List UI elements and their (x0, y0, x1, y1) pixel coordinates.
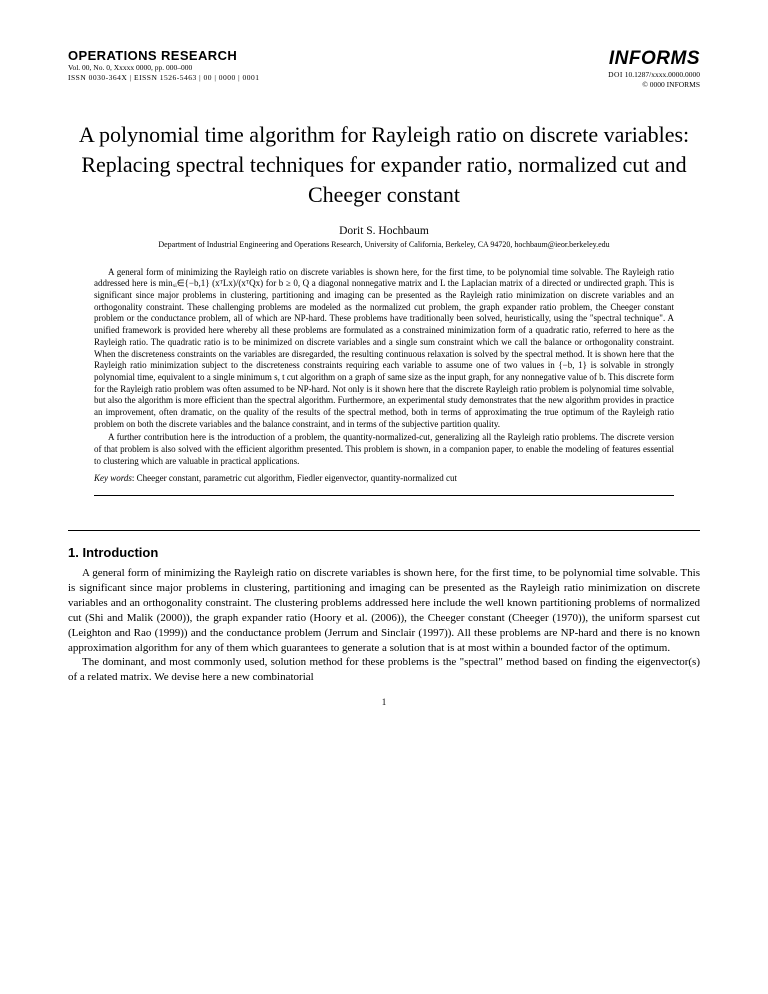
journal-name: OPERATIONS RESEARCH (68, 48, 260, 63)
intro-paragraph-2: The dominant, and most commonly used, so… (68, 655, 700, 685)
abstract-paragraph-2: A further contribution here is the intro… (94, 432, 674, 467)
keywords-line: Key words: Cheeger constant, parametric … (94, 473, 674, 483)
section-1-heading: 1. Introduction (68, 545, 700, 560)
doi-value: 10.1287/xxxx.0000.0000 (625, 70, 700, 79)
doi-label: DOI (608, 70, 623, 79)
paper-title: A polynomial time algorithm for Rayleigh… (68, 120, 700, 209)
author-name: Dorit S. Hochbaum (68, 225, 700, 237)
volume-info: Vol. 00, No. 0, Xxxxx 0000, pp. 000–000 (68, 63, 260, 73)
header-left: OPERATIONS RESEARCH Vol. 00, No. 0, Xxxx… (68, 48, 260, 83)
doi-line: DOI 10.1287/xxxx.0000.0000 (608, 70, 700, 80)
page-number: 1 (68, 697, 700, 707)
abstract-rule (94, 495, 674, 496)
issn-line: ISSN 0030-364X | EISSN 1526-5463 | 00 | … (68, 73, 260, 83)
issn-text: ISSN 0030-364X | EISSN 1526-5463 | 00 | … (68, 73, 260, 82)
keywords-text: : Cheeger constant, parametric cut algor… (132, 473, 457, 483)
keywords-label: Key words (94, 473, 132, 483)
copyright-line: © 0000 INFORMS (608, 80, 700, 90)
section-rule (68, 530, 700, 531)
page-header: OPERATIONS RESEARCH Vol. 00, No. 0, Xxxx… (68, 48, 700, 90)
publisher-logo: INFORMS (608, 48, 700, 70)
intro-paragraph-1: A general form of minimizing the Rayleig… (68, 566, 700, 655)
page: OPERATIONS RESEARCH Vol. 00, No. 0, Xxxx… (0, 0, 768, 994)
author-affiliation: Department of Industrial Engineering and… (68, 240, 700, 250)
abstract-paragraph-1: A general form of minimizing the Rayleig… (94, 267, 674, 431)
header-right: INFORMS DOI 10.1287/xxxx.0000.0000 © 000… (608, 48, 700, 90)
